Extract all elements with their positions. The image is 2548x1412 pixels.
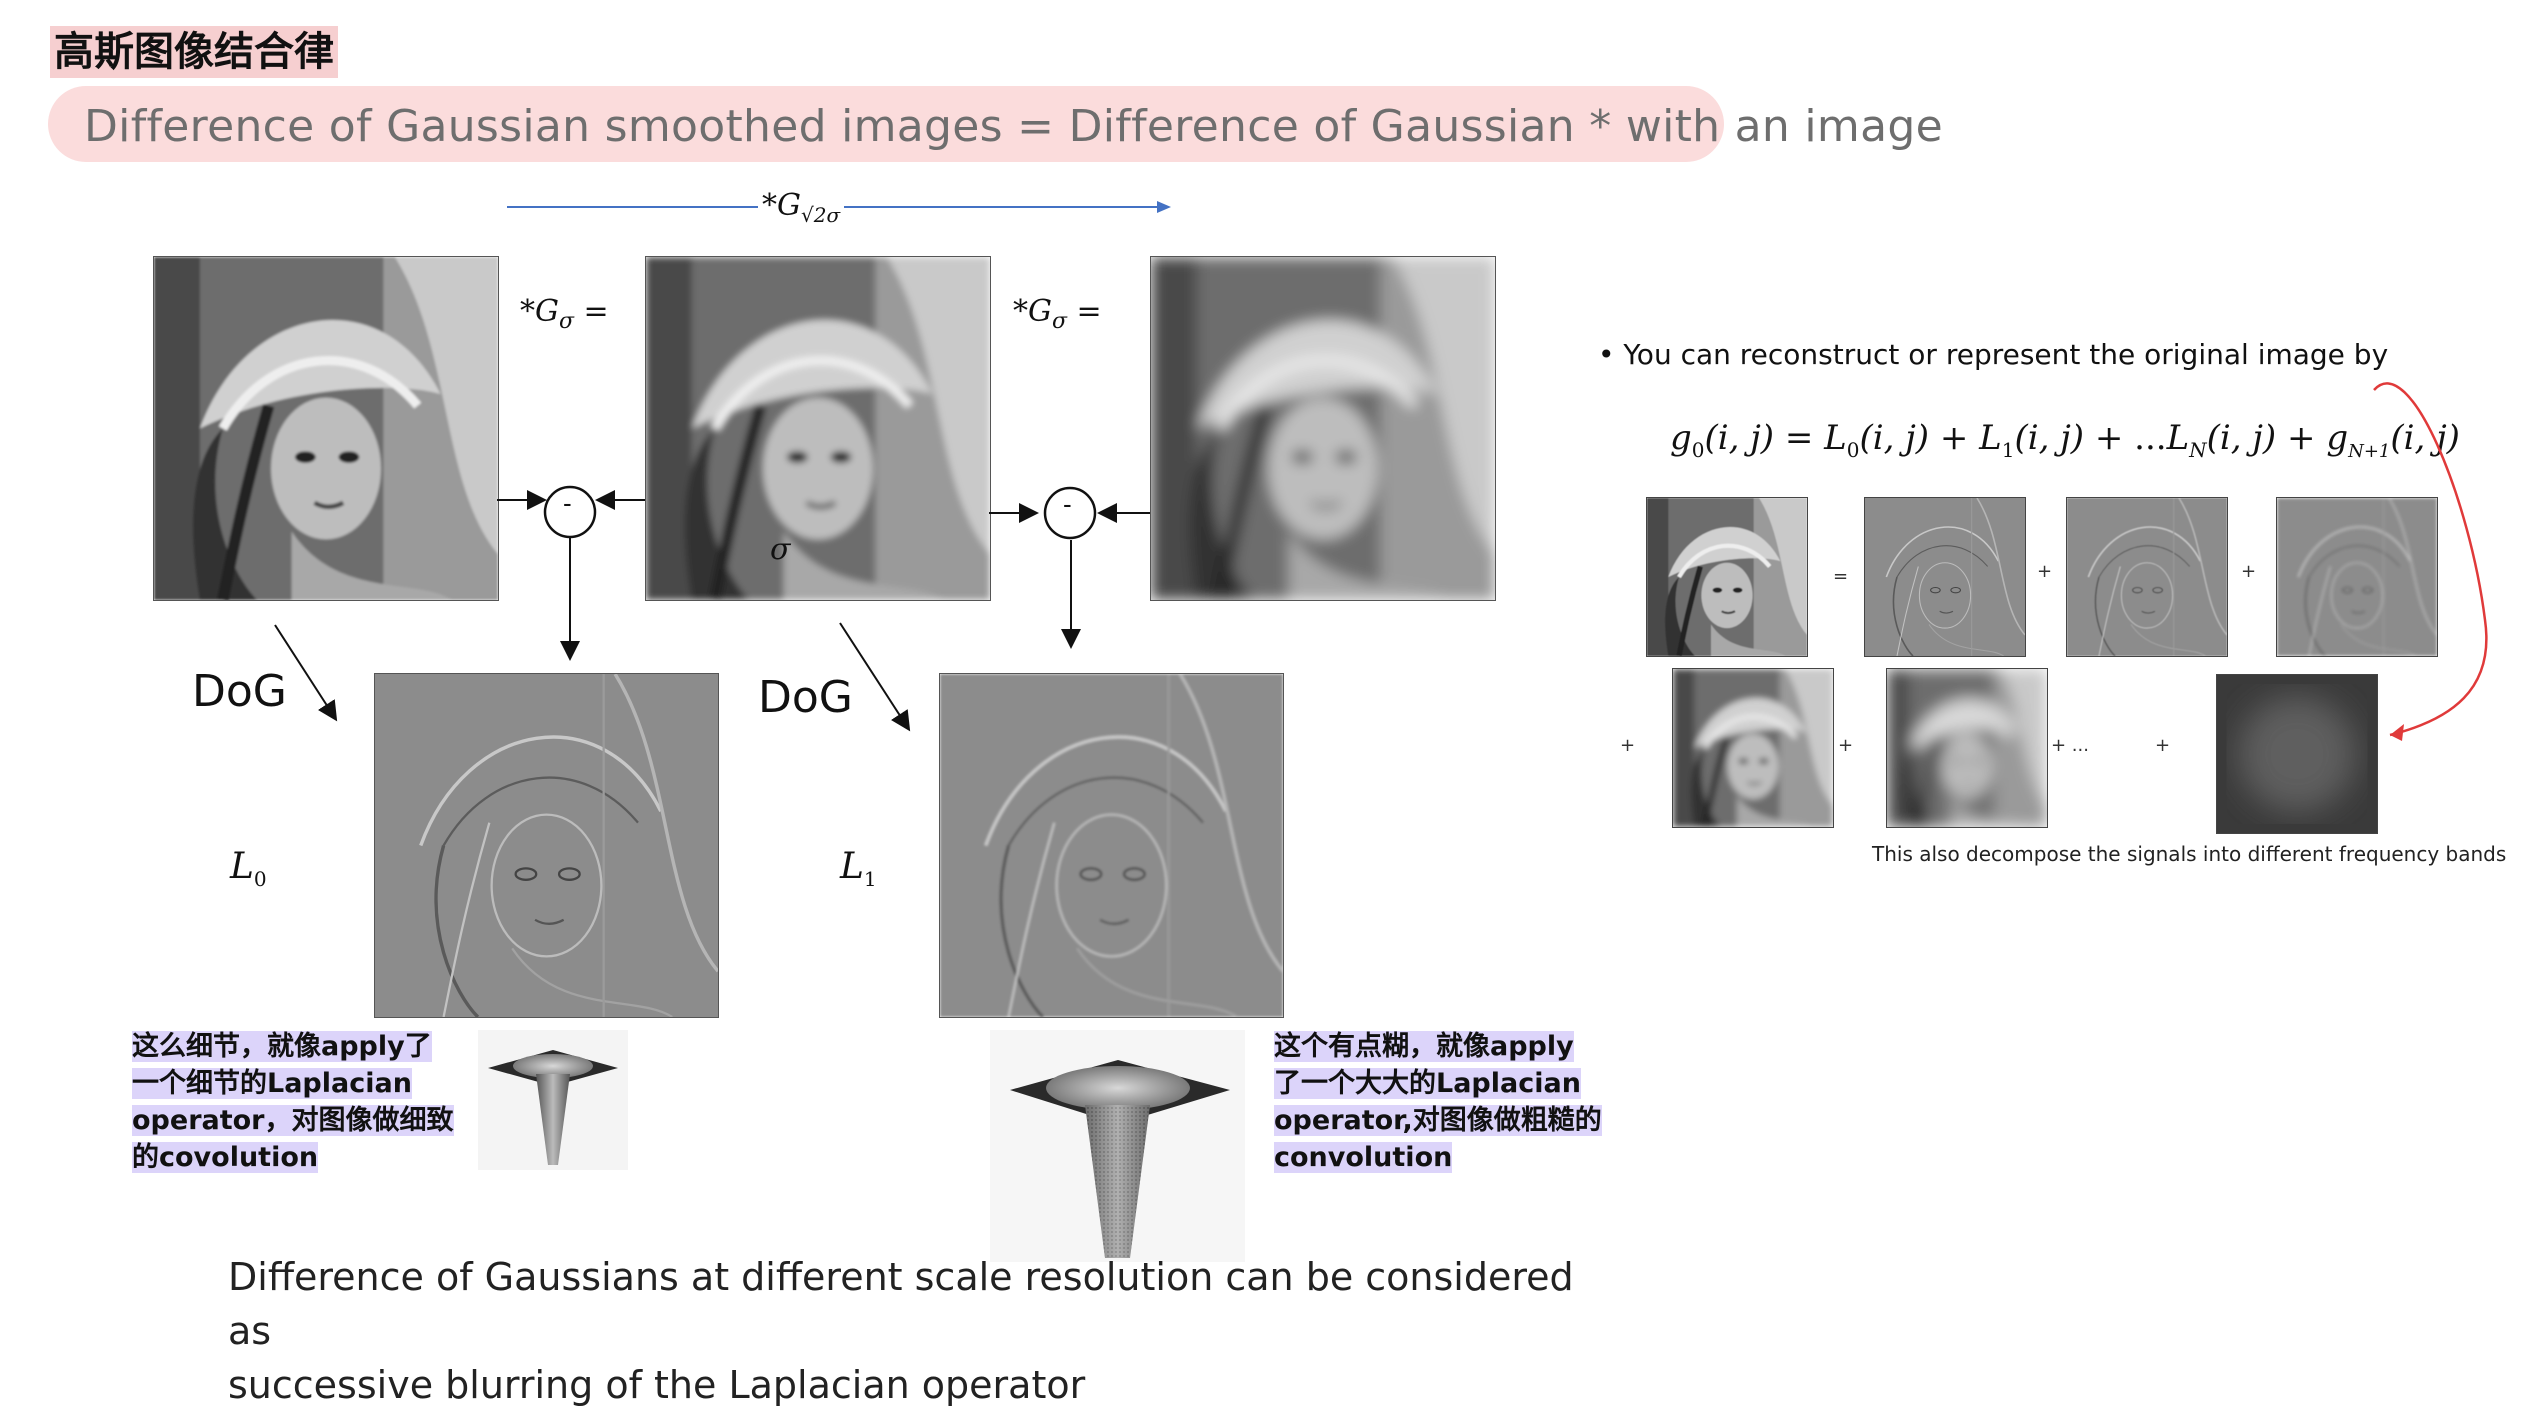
dog-label-1: DoG [192,666,287,717]
page-title: 高斯图像结合律 [50,26,338,78]
dog-level-0-image [374,673,719,1018]
subtitle-background [48,86,1724,162]
subtitle: Difference of Gaussian smoothed images =… [84,101,1943,152]
frequency-band-caption: This also decompose the signals into dif… [1872,842,2507,866]
plus-sign-5: + [2155,735,2171,756]
plus-sign-3: + [1620,735,1636,756]
reconstruction-formula: g0(i, j) = L0(i, j) + L1(i, j) + ...LN(i… [1670,418,2460,462]
pyramid-tile-L3 [1672,668,1834,828]
gaussian-operator-2: *Gσ = [1013,294,1102,334]
L1-label: L1 [840,846,877,892]
dog-label-2: DoG [758,672,853,723]
plus-sign-ellipsis: + ... [2051,735,2089,756]
pyramid-tile-L1 [2066,497,2228,657]
pyramid-tile-L2 [2276,497,2438,657]
original-image [153,256,499,601]
red-curved-arrow [2373,382,2488,741]
pyramid-tile-original [1646,497,1808,657]
coarse-blur-note: 这个有点糊，就像apply 了一个大大的Laplacian operator,对… [1274,1031,1602,1173]
plus-sign-1: + [2037,561,2053,582]
gaussian-double-blurred-image [1150,256,1496,601]
sigma-mark: σ [770,532,791,567]
pyramid-tile-residual [2216,674,2378,834]
plus-sign-2: + [2241,561,2257,582]
dog-level-1-image [939,673,1284,1018]
top-operator-label: *G√2σ [758,188,845,227]
subtract-sign-1: - [563,488,572,518]
large-laplacian-kernel-icon [990,1030,1245,1262]
subtract-node-2 [1043,486,1097,540]
equals-sign: = [1833,566,1849,587]
subtract-sign-2: - [1063,489,1072,519]
gaussian-blurred-image [645,256,991,601]
L0-label: L0 [230,846,267,892]
reconstruct-bullet: • You can reconstruct or represent the o… [1598,338,2389,371]
small-laplacian-kernel-icon [478,1030,628,1170]
pyramid-tile-L4 [1886,668,2048,828]
gaussian-operator-1: *Gσ = [520,294,609,334]
bottom-caption: Difference of Gaussians at different sca… [228,1255,1574,1407]
subtract-node-1 [543,485,597,539]
pipeline-arrows [274,490,1150,732]
pyramid-tile-L0 [1864,497,2026,657]
fine-detail-note: 这么细节，就像apply了 一个细节的Laplacian operator，对图… [132,1031,454,1173]
plus-sign-4: + [1838,735,1854,756]
